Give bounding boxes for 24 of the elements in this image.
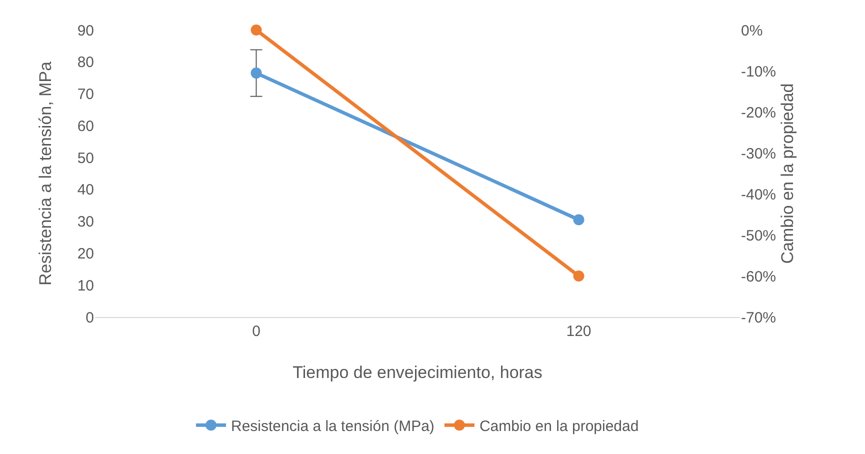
y2-tick-label: -20%: [741, 104, 776, 122]
y-tick-label: 60: [77, 118, 94, 135]
x-axis-title: Tiempo de envejecimiento, horas: [292, 363, 542, 382]
x-tick-label: 120: [566, 323, 592, 340]
y-tick-label: 50: [77, 150, 94, 167]
y-tick-label: 90: [77, 22, 94, 40]
y2-tick-label: -10%: [741, 63, 776, 80]
y-tick-label: 30: [77, 214, 94, 231]
y2-tick-label: -40%: [741, 186, 776, 204]
legend-label: Cambio en la propiedad: [479, 418, 639, 435]
y2-tick-label: 0%: [741, 22, 763, 40]
y2-axis-title: Cambio en la propiedad: [778, 83, 798, 264]
y2-tick-label: -50%: [741, 227, 776, 244]
legend-label: Resistencia a la tensión (MPa): [231, 418, 434, 435]
y-tick-label: 10: [77, 277, 94, 294]
y-tick-label: 20: [77, 245, 94, 262]
y-axis-title: Resistencia a la tensión, MPa: [36, 60, 55, 286]
y2-tick-label: -60%: [741, 268, 776, 286]
y-tick-label: 80: [77, 54, 94, 72]
y-tick-label: 70: [77, 86, 94, 104]
y2-tick-label: -30%: [741, 145, 776, 162]
y-tick-label: 0: [86, 309, 94, 326]
y-tick-label: 40: [77, 182, 94, 199]
y2-tick-label: -70%: [741, 309, 776, 326]
